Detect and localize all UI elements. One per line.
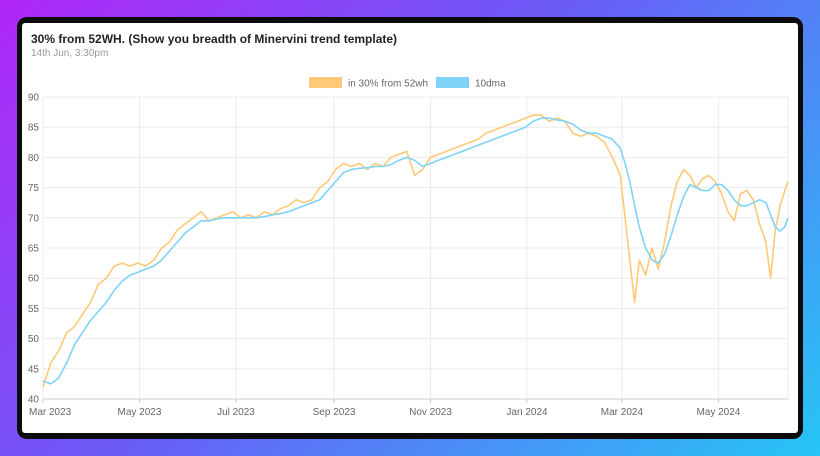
y-tick-label: 45 [28,364,40,375]
x-tick-label: Sep 2023 [313,407,356,418]
x-tick-label: Mar 2024 [601,407,644,418]
legend-label[interactable]: 10dma [475,79,506,90]
legend-label[interactable]: in 30% from 52wh [348,79,428,90]
y-tick-label: 65 [28,244,40,255]
x-tick-label: Nov 2023 [409,407,452,418]
legend-swatch[interactable] [309,77,342,88]
y-tick-label: 60 [28,274,40,285]
y-tick-label: 90 [28,93,40,104]
x-tick-label: Mar 2023 [29,407,72,418]
x-tick-label: May 2024 [696,407,740,418]
y-tick-label: 40 [28,395,40,406]
y-tick-label: 75 [28,183,40,194]
y-tick-label: 50 [28,334,40,345]
y-tick-label: 55 [28,304,40,315]
legend-swatch[interactable] [436,77,469,88]
x-tick-label: May 2023 [118,407,162,418]
line-chart: 40 45 50 55 60 65 70 75 80 85 90 Mar 2023 May 2023 J… [28,77,789,418]
y-tick-label: 85 [28,123,40,134]
grid [42,96,789,403]
y-tick-label: 80 [28,153,40,164]
chart-card: 30% from 52WH. (Show you breadth of Mine… [22,23,798,433]
y-tick-label: 70 [28,213,40,224]
x-tick-label: Jul 2023 [217,407,255,418]
series-line-in-30pct [42,114,789,388]
x-tick-label: Jan 2024 [506,407,548,418]
x-axis-ticks: Mar 2023 May 2023 Jul 2023 Sep 2023 Nov 2023… [29,407,741,418]
chart-subtitle: 14th Jun, 3:30pm [31,48,109,59]
chart-title: 30% from 52WH. (Show you breadth of Mine… [31,32,398,46]
series-line-10dma [42,117,789,385]
series-lines [42,114,789,388]
y-axis-ticks: 40 45 50 55 60 65 70 75 80 85 90 [28,93,40,406]
legend: in 30% from 52wh 10dma [309,77,506,90]
